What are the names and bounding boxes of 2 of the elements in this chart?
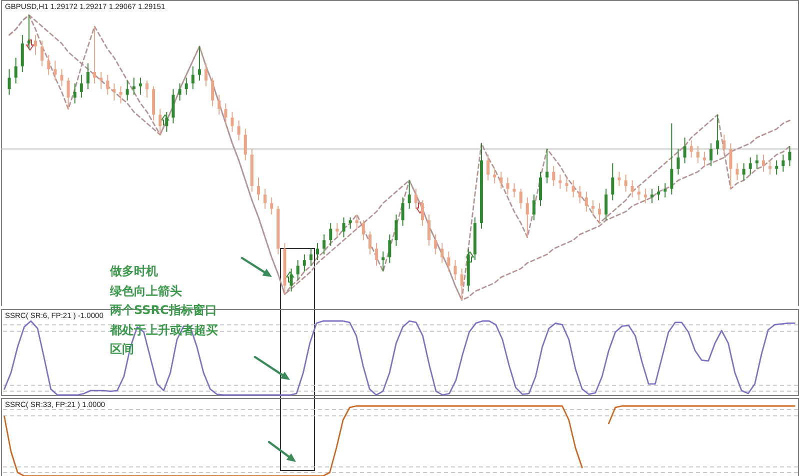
annotation: 绿色向上箭头 <box>110 282 182 300</box>
annotation: 做多时机 <box>110 263 158 280</box>
